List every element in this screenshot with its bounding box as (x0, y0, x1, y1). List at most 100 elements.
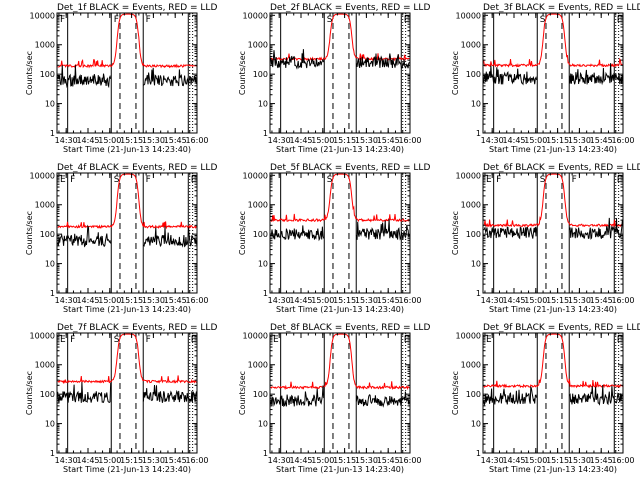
y-tick-label: 10 (471, 420, 481, 429)
y-tick-label: 100 (40, 390, 55, 399)
y-tick-label: 10 (258, 420, 268, 429)
y-tick-label: 1000 (248, 201, 268, 210)
segment-label: E (486, 335, 492, 345)
x-tick-label: 14:45 (502, 296, 525, 305)
x-tick-label: 16:00 (398, 136, 421, 145)
segment-label: S (114, 175, 120, 185)
x-tick-label: 15:00 (98, 136, 121, 145)
detector-panel-3: Det_3f BLACK = Events, RED = LLD S E 1 10 100… (451, 3, 640, 154)
series-lld-line (270, 13, 410, 62)
segment-label: S (114, 335, 120, 345)
segment-label: F (114, 15, 119, 25)
x-tick-label: 15:30 (355, 456, 378, 465)
x-tick-label: 15:45 (164, 456, 187, 465)
x-tick-label: 14:45 (502, 136, 525, 145)
x-tick-label: 14:45 (502, 456, 525, 465)
x-tick-label: 15:15 (333, 136, 356, 145)
panel-title: Det_6f BLACK = Events, RED = LLD (483, 163, 640, 173)
x-tick-label: 15:30 (355, 296, 378, 305)
panel-title: Det_7f BLACK = Events, RED = LLD (57, 323, 217, 333)
y-tick-label: 1000 (461, 41, 481, 50)
y-tick-label: 100 (40, 70, 55, 79)
x-tick-label: 15:30 (142, 136, 165, 145)
series-lld-line (57, 173, 197, 230)
segment-label: F (146, 175, 151, 185)
y-tick-label: 10 (471, 100, 481, 109)
x-tick-label: 16:00 (185, 456, 208, 465)
y-tick-label: 1 (476, 449, 481, 458)
segment-label: S (540, 175, 546, 185)
segment-label: F (70, 335, 75, 345)
x-tick-label: 15:00 (311, 456, 334, 465)
y-tick-label: 100 (40, 230, 55, 239)
x-tick-label: 15:00 (524, 456, 547, 465)
y-tick-label: 1 (476, 289, 481, 298)
x-tick-label: 15:15 (546, 296, 569, 305)
segment-label: F (146, 15, 151, 25)
x-tick-label: 15:45 (164, 296, 187, 305)
x-tick-label: 14:45 (289, 456, 312, 465)
y-tick-label: 10000 (456, 171, 481, 180)
y-tick-label: 1000 (248, 361, 268, 370)
detector-panel-2: Det_2f BLACK = Events, RED = LLD S E 1 10 100… (238, 3, 430, 154)
segment-label: E (617, 335, 623, 345)
panel-title: Det_2f BLACK = Events, RED = LLD (270, 3, 430, 13)
y-tick-label: 10000 (243, 331, 268, 340)
plot-frame (56, 332, 198, 454)
segment-label: S (327, 175, 333, 185)
y-axis-label: Counts/sec (451, 371, 460, 415)
x-tick-label: 14:30 (55, 136, 78, 145)
y-tick-label: 10 (45, 260, 55, 269)
y-tick-label: 10000 (30, 171, 55, 180)
y-tick-label: 100 (253, 230, 268, 239)
y-tick-label: 10 (258, 100, 268, 109)
series-events-line (270, 49, 410, 70)
y-tick-label: 10 (45, 420, 55, 429)
plot-frame (269, 172, 411, 294)
x-tick-label: 16:00 (611, 456, 634, 465)
segment-label: E (404, 335, 410, 345)
x-tick-label: 16:00 (185, 136, 208, 145)
detector-panel-5: Det_5f BLACK = Events, RED = LLD S 1 10 100 1… (238, 163, 430, 314)
x-tick-label: 15:15 (120, 456, 143, 465)
segment-label: F (70, 175, 75, 185)
segment-label: E (60, 335, 66, 345)
x-tick-label: 14:30 (481, 296, 504, 305)
y-tick-label: 1 (476, 129, 481, 138)
segment-label: E (191, 335, 197, 345)
x-tick-label: 15:30 (568, 136, 591, 145)
x-axis-label: Start Time (21-Jun-13 14:23:40) (276, 145, 404, 154)
x-tick-label: 15:00 (311, 136, 334, 145)
series-events-line (483, 63, 623, 86)
x-axis-label: Start Time (21-Jun-13 14:23:40) (63, 145, 191, 154)
detector-panel-8: Det_8f BLACK = Events, RED = LLD E E 1 10 100… (238, 323, 430, 474)
segment-label: F (572, 175, 577, 185)
x-tick-label: 15:15 (333, 296, 356, 305)
y-axis-label: Counts/sec (451, 51, 460, 95)
x-axis-label: Start Time (21-Jun-13 14:23:40) (63, 465, 191, 474)
y-tick-label: 10 (45, 100, 55, 109)
panel-title: Det_3f BLACK = Events, RED = LLD (483, 3, 640, 13)
y-tick-label: 1 (263, 289, 268, 298)
y-axis-label: Counts/sec (25, 211, 34, 255)
x-tick-label: 16:00 (185, 296, 208, 305)
x-tick-label: 15:30 (355, 136, 378, 145)
series-events-line (270, 219, 410, 242)
y-tick-label: 1 (50, 289, 55, 298)
x-axis-label: Start Time (21-Jun-13 14:23:40) (489, 305, 617, 314)
series-lld-line (57, 13, 197, 69)
y-tick-label: 1000 (35, 361, 55, 370)
plot-frame (56, 12, 198, 134)
x-tick-label: 14:30 (481, 136, 504, 145)
x-axis-label: Start Time (21-Jun-13 14:23:40) (489, 465, 617, 474)
segment-label: S (540, 15, 546, 25)
x-tick-label: 15:45 (377, 296, 400, 305)
x-axis-label: Start Time (21-Jun-13 14:23:40) (63, 305, 191, 314)
series-lld-line (57, 333, 197, 385)
x-tick-label: 14:30 (268, 136, 291, 145)
detector-panel-9: Det_9f BLACK = Events, RED = LLD E E 1 10 100… (451, 323, 640, 474)
y-tick-label: 1 (263, 129, 268, 138)
x-tick-label: 15:15 (120, 296, 143, 305)
x-tick-label: 15:00 (524, 296, 547, 305)
